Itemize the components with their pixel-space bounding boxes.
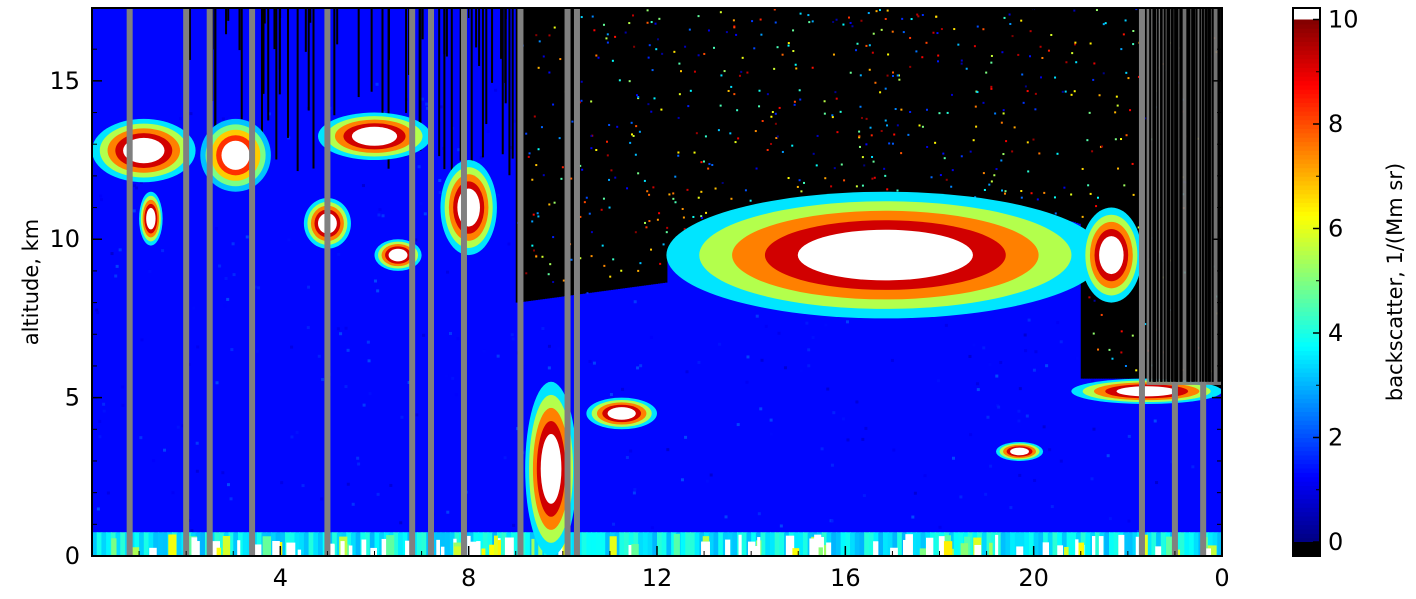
x-tick-label: 16 bbox=[830, 564, 861, 592]
cloud-feature bbox=[586, 397, 657, 430]
y-tick-label: 15 bbox=[49, 67, 80, 95]
boundary-layer bbox=[92, 532, 1222, 556]
colorbar-tick-label: 4 bbox=[1328, 319, 1343, 347]
cloud-feature bbox=[318, 112, 431, 161]
nodata-column bbox=[564, 8, 571, 556]
y-tick-label: 10 bbox=[49, 225, 80, 253]
colorbar-tick-label: 0 bbox=[1328, 528, 1343, 556]
cloud-feature bbox=[92, 118, 196, 183]
x-tick-label: 8 bbox=[461, 564, 476, 592]
colorbar-tick-label: 2 bbox=[1328, 424, 1343, 452]
cloud-feature bbox=[139, 191, 163, 246]
nodata-column bbox=[126, 8, 133, 556]
y-axis: 0 5 10 15 bbox=[49, 48, 1222, 570]
cloud-feature bbox=[666, 191, 1105, 319]
x-tick-label: 4 bbox=[273, 564, 288, 592]
colorbar: 0 2 4 6 8 10 bbox=[1292, 6, 1359, 557]
colorbar-under bbox=[1293, 542, 1320, 556]
nodata-column bbox=[460, 8, 467, 556]
cloud-feature bbox=[1080, 207, 1142, 303]
x-tick-label: 0 bbox=[1214, 564, 1229, 592]
x-tick-label: 20 bbox=[1018, 564, 1049, 592]
cloud-feature bbox=[996, 441, 1044, 461]
nodata-column bbox=[324, 8, 331, 556]
plot-area bbox=[91, 7, 1223, 557]
nodata-columns bbox=[126, 8, 1222, 556]
y-axis-title: altitude, km bbox=[19, 219, 43, 346]
colorbar-title: backscatter, 1/(Mm sr) bbox=[1383, 163, 1407, 401]
nodata-column bbox=[409, 8, 416, 556]
colorbar-tick-label: 6 bbox=[1328, 215, 1343, 243]
nodata-column bbox=[249, 8, 256, 556]
nodata-column bbox=[573, 8, 580, 556]
y-tick-label: 5 bbox=[65, 384, 80, 412]
x-tick-label: 12 bbox=[642, 564, 673, 592]
nodata-column bbox=[206, 8, 213, 556]
colorbar-over bbox=[1293, 8, 1320, 20]
colorbar-tick-label: 8 bbox=[1328, 110, 1343, 138]
x-axis: 4 8 12 16 20 0 bbox=[138, 8, 1230, 592]
y-tick-label: 0 bbox=[65, 542, 80, 570]
nodata-column bbox=[183, 8, 190, 556]
colorbar-tick-label: 10 bbox=[1328, 6, 1359, 34]
cloud-feature bbox=[525, 381, 577, 556]
nodata-column bbox=[1138, 8, 1145, 556]
nodata-column bbox=[428, 8, 434, 556]
nodata-column bbox=[517, 8, 524, 556]
cloud-feature bbox=[1071, 378, 1222, 404]
cloud-feature bbox=[440, 160, 497, 256]
